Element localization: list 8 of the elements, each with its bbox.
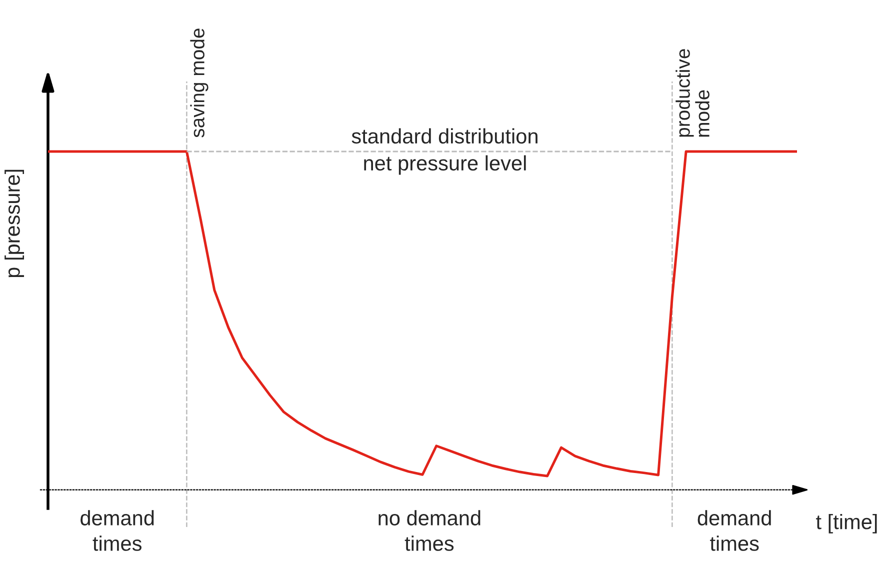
text: demand times bbox=[698, 510, 771, 551]
x-axis-title: t [time] bbox=[816, 514, 877, 534]
ref-line-label: standard distribution net pressure level bbox=[352, 128, 538, 175]
text: no demand times bbox=[378, 510, 480, 551]
y-axis-title: p [pressure] bbox=[4, 170, 24, 278]
text: saving mode bbox=[190, 28, 208, 138]
text: productive mode bbox=[676, 49, 710, 137]
text: demand times bbox=[80, 510, 154, 551]
